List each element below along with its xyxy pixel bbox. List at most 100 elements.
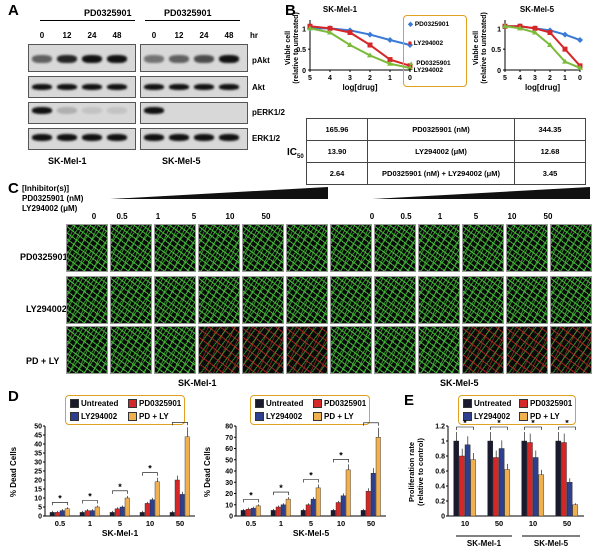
- e-legend: Untreated PD0325901 LY294002 PD + LY: [458, 395, 576, 425]
- swatch-ly-icon: [463, 412, 472, 422]
- bar: [365, 491, 371, 517]
- data-point: [307, 25, 313, 31]
- micrograph: [330, 224, 372, 272]
- d-legend-untreated: Untreated: [255, 399, 303, 409]
- c-row-label-pd: PD0325901: [20, 252, 68, 262]
- x-tick-label: 1: [88, 519, 92, 528]
- x-tick-label: 10: [337, 519, 345, 528]
- c-conc-label: 1: [437, 212, 443, 221]
- significance-bracket: [52, 502, 68, 506]
- bar: [184, 436, 190, 517]
- d-legend-untreated: Untreated: [70, 399, 118, 409]
- x-tick-label: 0: [578, 75, 582, 82]
- significance-star: *: [58, 493, 62, 503]
- significance-bracket: [456, 426, 474, 430]
- y-tick-label: 5: [38, 505, 42, 512]
- d-legend-pd-text: PD0325901: [139, 399, 182, 408]
- a-timepoint-label: 24: [199, 31, 209, 40]
- ic50-cell: 344.35: [514, 118, 586, 141]
- c-conc-label: 10: [507, 212, 517, 221]
- bar: [275, 506, 281, 517]
- b-legend-pdly-marker-icon: ▲: [408, 60, 415, 67]
- bar: [179, 494, 185, 517]
- e-cell-label-2: SK-Mel-5: [534, 539, 569, 548]
- y-tick-label: 35: [34, 451, 42, 458]
- blot-band: [82, 134, 102, 141]
- panel-label-d: D: [8, 388, 19, 405]
- significance-star: *: [249, 490, 253, 500]
- blot-band: [219, 84, 239, 90]
- swatch-pdly-icon: [519, 412, 528, 422]
- panel-label-a: A: [8, 2, 19, 19]
- y-axis-label: % Dead Cells: [203, 446, 212, 497]
- data-point: [347, 30, 353, 35]
- y-axis-label: % Dead Cells: [9, 446, 18, 497]
- a-cell-label-2: SK-Mel-5: [162, 156, 201, 166]
- significance-bracket: [524, 426, 542, 430]
- data-point: [387, 57, 393, 63]
- blot-band: [82, 107, 102, 114]
- y-tick-label: 0: [302, 68, 306, 75]
- blot-band: [219, 134, 239, 141]
- panel-b-charts: SK-Mel-1 SK-Mel-5 Viable cell Viable cell…: [285, 5, 583, 92]
- e-legend-ly-text: LY294002: [474, 412, 511, 421]
- y-tick-label: 0: [441, 514, 445, 521]
- ic50-cell: 13.90: [306, 140, 368, 163]
- x-tick-label: 10: [529, 519, 537, 528]
- x-tick-label: 0.5: [55, 519, 65, 528]
- micrograph: [550, 224, 592, 272]
- y-tick-label: 0.5: [296, 47, 306, 54]
- data-point: [532, 25, 538, 31]
- y-tick-label: 30: [34, 460, 42, 467]
- b-legend-ly: ■ LY294002: [408, 40, 443, 47]
- data-point: [367, 31, 373, 38]
- d-chart-sk-mel-1: 0 5 10 15 20 25 30 35 40 45 50 * 0.5 * 1 * 5 * 10 * 50 SK-Mel…: [9, 420, 195, 538]
- y-tick-label: 10: [225, 502, 233, 509]
- e-legend-ly: LY294002: [463, 412, 511, 422]
- data-point: [562, 46, 568, 52]
- data-point: [562, 31, 568, 38]
- blot-perk-1: [28, 102, 136, 124]
- bar: [174, 479, 180, 517]
- c-cell-label-2: SK-Mel-5: [440, 378, 479, 388]
- bar: [360, 510, 366, 517]
- ic50-row-combo: 2.64 PD0325901 (nM) + LY294002 (μM) 3.45: [306, 162, 586, 185]
- c-conc-label: 1: [155, 212, 161, 221]
- d-legend-1: Untreated PD0325901 LY294002 PD + LY: [65, 395, 185, 425]
- d-legend-pdly-text: PD + LY: [139, 412, 169, 421]
- c-cell-label-1: SK-Mel-1: [178, 378, 217, 388]
- bar: [498, 448, 505, 517]
- b-title-1: SK-Mel-1: [323, 5, 358, 14]
- data-point: [532, 29, 538, 35]
- significance-bracket: [82, 500, 98, 504]
- bar: [79, 512, 85, 517]
- y-tick-label: 25: [34, 469, 42, 476]
- bar: [270, 510, 276, 517]
- bar: [250, 507, 256, 517]
- blot-band: [169, 134, 189, 141]
- bar: [54, 512, 60, 517]
- micrograph: [198, 276, 240, 324]
- blot-band: [144, 134, 164, 141]
- bar: [114, 508, 120, 517]
- y-tick-label: 1.2: [435, 424, 445, 431]
- bar: [305, 504, 311, 517]
- micrograph: [330, 326, 372, 374]
- blot-band: [144, 107, 164, 114]
- swatch-ly-icon: [255, 412, 264, 422]
- blot-band: [107, 107, 127, 114]
- bar: [84, 510, 90, 517]
- a-timepoint-label: 24: [87, 31, 97, 40]
- ic50-cell: 2.64: [306, 162, 368, 185]
- d-legend-ly: LY294002: [255, 412, 302, 422]
- blot-band: [32, 107, 52, 114]
- bar: [504, 469, 511, 517]
- series-line: [309, 27, 411, 69]
- bar: [169, 512, 175, 517]
- y-tick-label: 0.8: [435, 454, 445, 461]
- significance-bracket: [558, 426, 576, 430]
- data-point: [387, 37, 393, 43]
- data-point: [347, 42, 353, 47]
- blot-band: [194, 55, 214, 63]
- significance-star: *: [178, 420, 182, 423]
